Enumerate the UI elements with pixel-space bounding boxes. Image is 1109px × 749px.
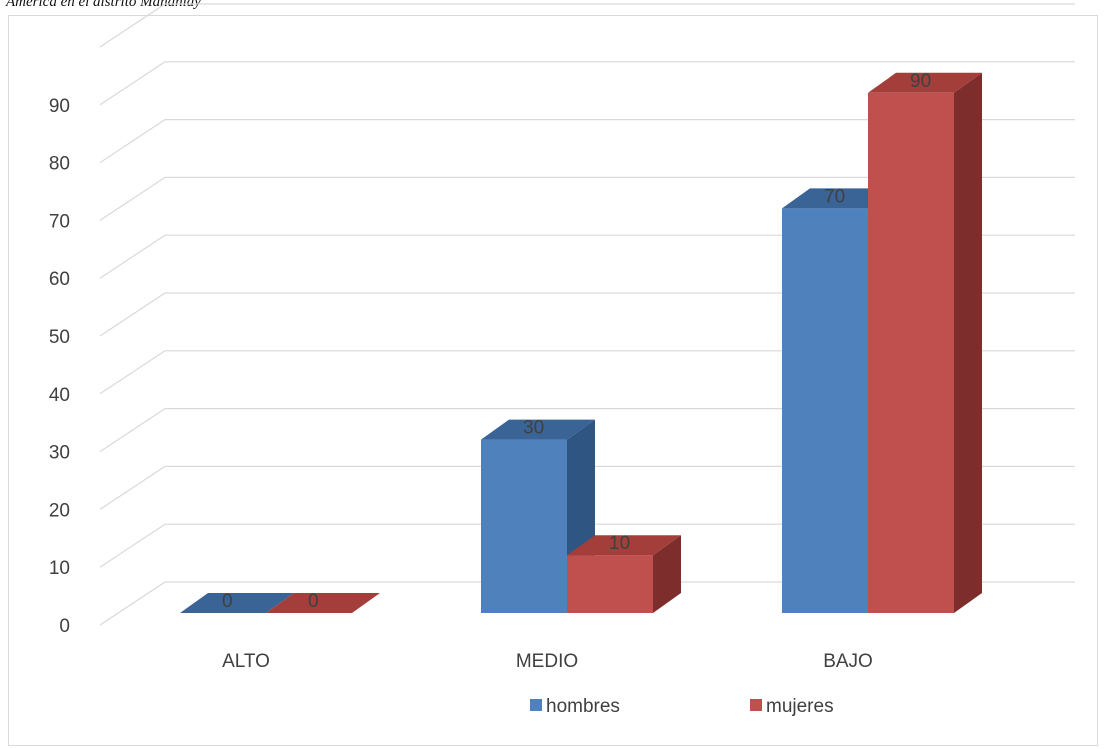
legend-swatch	[530, 699, 542, 711]
y-tick-label: 20	[49, 500, 70, 521]
x-category-label: BAJO	[823, 651, 873, 672]
legend-item-hombres: hombres	[530, 696, 620, 717]
x-category-label: MEDIO	[516, 651, 578, 672]
gridline-side	[99, 176, 166, 221]
bar-hombres-medio	[481, 419, 595, 613]
gridline-side	[99, 292, 166, 337]
data-label: 30	[523, 418, 544, 439]
x-axis-categories: ALTO MEDIO BAJO	[222, 651, 873, 672]
bar-top	[180, 593, 294, 613]
x-category-label: ALTO	[222, 651, 270, 672]
chart-frame	[8, 15, 1098, 746]
y-axis-ticks: 0 10 20 30 40 50 60 70 80 90	[49, 96, 70, 637]
bar-mujeres-alto	[266, 593, 380, 613]
bar-top	[266, 593, 380, 613]
gridline-side	[99, 408, 166, 453]
y-tick-label: 30	[49, 443, 70, 464]
gridline-side	[99, 61, 166, 106]
y-tick-label: 70	[49, 211, 70, 232]
bar-side	[954, 72, 982, 614]
gridline-side	[99, 119, 166, 164]
data-label: 0	[308, 591, 319, 612]
bar-hombres-alto	[180, 593, 294, 613]
gridline-side	[99, 465, 166, 510]
bar-front	[782, 208, 868, 613]
y-tick-label: 10	[49, 558, 70, 579]
bar-side	[653, 535, 681, 613]
gridline-side	[99, 234, 166, 279]
data-labels: 0 0 30 10 70 90	[222, 71, 931, 612]
y-tick-label: 0	[59, 616, 70, 637]
legend-item-mujeres: mujeres	[750, 696, 834, 717]
bars	[180, 72, 982, 614]
gridline-side	[99, 523, 166, 568]
bar-mujeres-medio	[567, 535, 681, 613]
bar-mujeres-bajo	[868, 72, 982, 614]
legend: hombres mujeres	[530, 696, 834, 717]
data-label: 90	[910, 71, 931, 92]
bar-front	[481, 439, 567, 613]
y-tick-label: 50	[49, 327, 70, 348]
y-tick-label: 90	[49, 96, 70, 117]
y-tick-label: 40	[49, 385, 70, 406]
data-label: 70	[824, 186, 845, 207]
bar-front	[567, 555, 653, 613]
data-label: 10	[609, 533, 630, 554]
bar-top	[868, 72, 982, 93]
y-tick-label: 80	[49, 154, 70, 175]
gridline-side	[99, 350, 166, 395]
data-label: 0	[222, 591, 233, 612]
legend-label: mujeres	[766, 696, 834, 717]
figure-caption: América en el distrito Mañaniay	[6, 0, 201, 10]
bar-front	[868, 92, 954, 614]
bar-top	[567, 535, 681, 556]
y-tick-label: 60	[49, 269, 70, 290]
gridline-side	[99, 581, 166, 626]
bar-top	[481, 419, 595, 440]
legend-swatch	[750, 699, 762, 711]
bar-top	[782, 188, 896, 209]
legend-label: hombres	[546, 696, 620, 717]
gridline-side	[99, 3, 166, 48]
